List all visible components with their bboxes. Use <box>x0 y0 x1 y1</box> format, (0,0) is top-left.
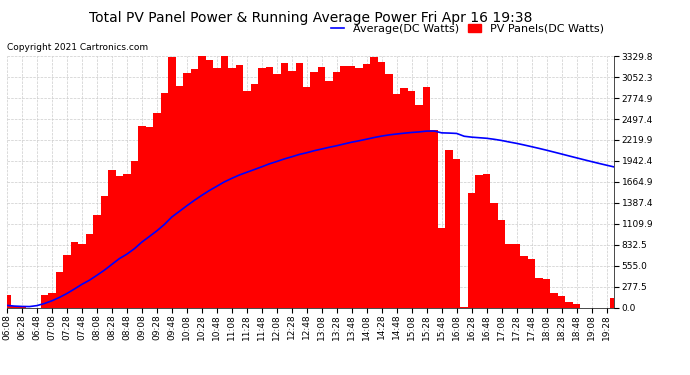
Legend: Average(DC Watts), PV Panels(DC Watts): Average(DC Watts), PV Panels(DC Watts) <box>326 19 609 38</box>
Text: Copyright 2021 Cartronics.com: Copyright 2021 Cartronics.com <box>7 43 148 52</box>
Text: Total PV Panel Power & Running Average Power Fri Apr 16 19:38: Total PV Panel Power & Running Average P… <box>89 11 532 25</box>
